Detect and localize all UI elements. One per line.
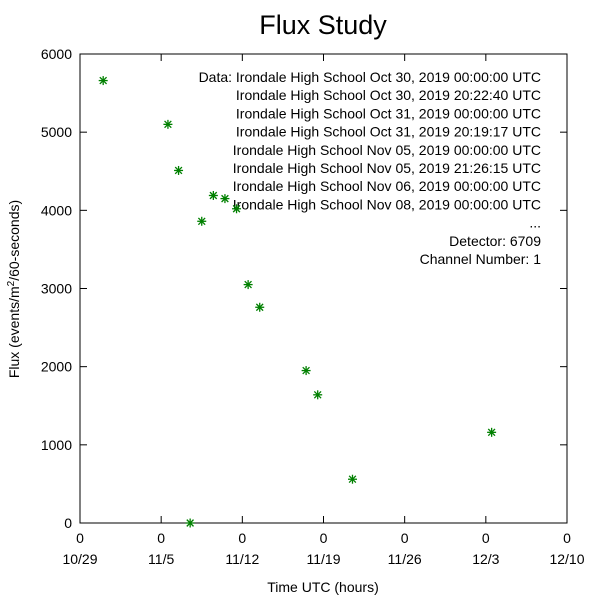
- y-tick-label: 1000: [41, 437, 72, 453]
- y-axis-label-main: Flux (events/m: [6, 286, 22, 378]
- y-tick-label: 4000: [41, 202, 72, 218]
- data-point-stroke: [232, 204, 241, 213]
- legend-line: Channel Number: 1: [420, 251, 542, 267]
- data-point-stroke: [302, 366, 310, 375]
- legend-line: Irondale High School Nov 05, 2019 21:26:…: [233, 160, 541, 176]
- legend-line: Irondale High School Nov 05, 2019 00:00:…: [233, 142, 541, 158]
- y-tick-label: 3000: [41, 281, 72, 297]
- data-point: [98, 76, 108, 86]
- legend-line: Irondale High School Oct 31, 2019 00:00:…: [236, 105, 541, 121]
- data-point: [487, 427, 497, 437]
- data-point: [163, 119, 173, 129]
- data-point-stroke: [186, 519, 194, 527]
- legend-line: Data: Irondale High School Oct 30, 2019 …: [199, 69, 541, 85]
- x-tick-date-label: 12/10: [549, 551, 584, 567]
- y-tick-label: 0: [64, 515, 72, 531]
- legend-line: Irondale High School Oct 31, 2019 20:19:…: [236, 124, 541, 140]
- y-axis-label-tail: /60-seconds): [6, 200, 22, 281]
- data-point: [208, 190, 218, 200]
- data-point: [243, 280, 253, 290]
- chart-title: Flux Study: [259, 10, 387, 40]
- data-point-stroke: [313, 390, 322, 399]
- data-point: [347, 474, 357, 484]
- x-axis: 0 10/29 0 11/5 0 11/12 0 11/19 0 11/26 0 12/3 0 12/10: [62, 54, 585, 567]
- data-point-stroke: [348, 475, 357, 484]
- x-tick-date-label: 11/26: [388, 551, 422, 567]
- y-axis: 0 1000 2000 3000 4000 5000 6000: [41, 46, 567, 531]
- x-tick-label: 0: [76, 530, 84, 546]
- data-point: [197, 216, 207, 226]
- y-axis-label-superscript: 2: [6, 280, 17, 286]
- y-axis-label: Flux (events/m2/60-seconds): [6, 200, 23, 378]
- legend-line: Irondale High School Nov 06, 2019 00:00:…: [233, 178, 541, 194]
- x-tick-label: 0: [563, 530, 571, 546]
- data-point: [232, 204, 242, 214]
- data-point-stroke: [244, 280, 252, 289]
- x-tick-date-label: 11/19: [307, 551, 341, 567]
- data-point-stroke: [255, 303, 264, 312]
- x-tick-label: 0: [320, 530, 328, 546]
- data-point: [220, 194, 230, 204]
- data-point: [255, 302, 265, 312]
- data-points: [98, 76, 497, 528]
- legend-line: Irondale High School Nov 08, 2019 00:00:…: [233, 196, 541, 212]
- x-tick-label: 0: [238, 530, 246, 546]
- data-point: [301, 366, 311, 376]
- data-point-stroke: [209, 191, 218, 200]
- data-point: [185, 518, 195, 528]
- data-point-stroke: [99, 76, 108, 85]
- x-tick-date-label: 12/3: [472, 551, 499, 567]
- x-tick-date-label: 10/29: [62, 551, 97, 567]
- y-tick-label: 2000: [41, 359, 72, 375]
- data-point-stroke: [221, 194, 229, 203]
- data-point-stroke: [487, 428, 496, 437]
- x-tick-date-label: 11/12: [225, 551, 259, 567]
- x-tick-label: 0: [401, 530, 409, 546]
- legend-line: ...: [529, 215, 541, 231]
- data-point-stroke: [197, 217, 206, 226]
- y-tick-label: 5000: [41, 124, 72, 140]
- data-point: [174, 165, 184, 175]
- data-point: [313, 390, 323, 400]
- x-axis-label: Time UTC (hours): [267, 579, 379, 595]
- x-tick-date-label: 11/5: [148, 551, 174, 567]
- legend-line: Detector: 6709: [449, 233, 541, 249]
- x-tick-label: 0: [482, 530, 490, 546]
- y-tick-label: 6000: [41, 46, 72, 62]
- legend: Data: Irondale High School Oct 30, 2019 …: [199, 69, 542, 267]
- legend-line: Irondale High School Oct 30, 2019 20:22:…: [236, 87, 541, 103]
- x-tick-label: 0: [157, 530, 165, 546]
- data-point-stroke: [164, 120, 172, 129]
- data-point-stroke: [174, 166, 183, 175]
